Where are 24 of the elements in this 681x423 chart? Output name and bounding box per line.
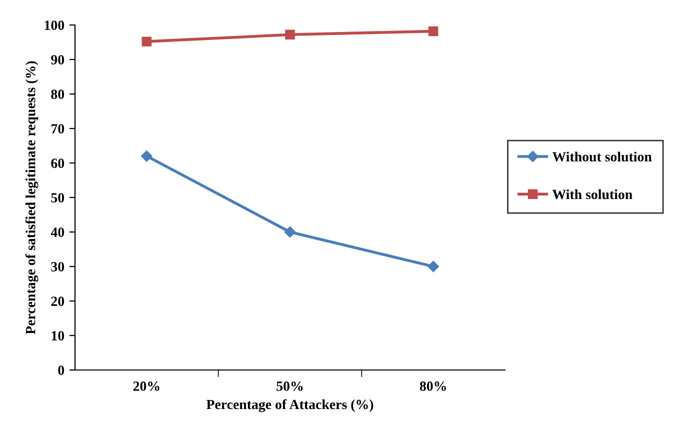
- point: [428, 26, 438, 36]
- x-axis-title: Percentage of Attackers (%): [206, 399, 374, 412]
- y-tick-label: 30: [51, 262, 64, 272]
- point: [428, 260, 439, 272]
- point: [285, 30, 295, 40]
- y-tick-label: 60: [51, 158, 64, 168]
- point: [141, 150, 152, 162]
- y-tick-label: 100: [44, 20, 64, 30]
- legend-label: Without solution: [552, 152, 652, 162]
- point: [284, 226, 296, 238]
- y-axis-title: Percentage of satisfied legitimate requests (%): [25, 61, 38, 334]
- point: [142, 36, 152, 46]
- y-tick-label: 90: [51, 55, 64, 64]
- y-tick-label: 80: [51, 90, 64, 99]
- y-tick-label: 10: [52, 331, 64, 340]
- y-tick-label: 20: [51, 296, 64, 306]
- y-tick-label: 50: [51, 193, 64, 202]
- y-tick-label: 70: [51, 124, 64, 134]
- y-tick-label: 40: [50, 228, 64, 237]
- y-tick-label: 0: [58, 366, 64, 375]
- x-tick-label: 20%: [133, 382, 160, 391]
- legend-label: With solution: [552, 189, 632, 200]
- x-tick-label: 80%: [420, 382, 446, 391]
- x-tick-label: 50%: [276, 382, 303, 391]
